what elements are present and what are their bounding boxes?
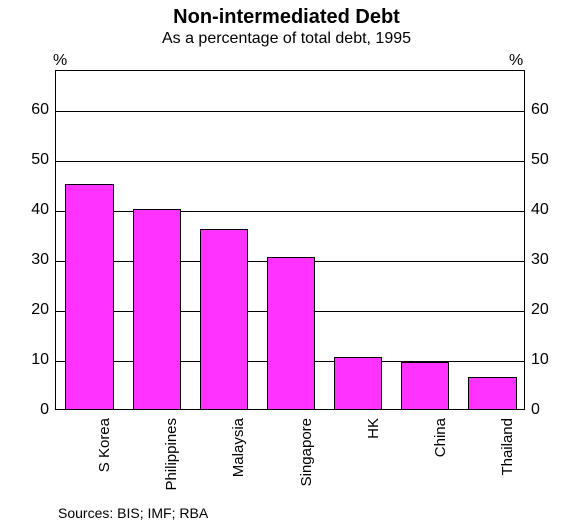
y-tick-right: 40 [531, 201, 549, 219]
y-tick-left: 30 [9, 251, 49, 269]
y-tick-left: 50 [9, 151, 49, 169]
y-tick-left: 20 [9, 301, 49, 319]
x-category-label: HK [365, 418, 382, 508]
y-axis-unit-right: % [509, 52, 523, 70]
x-category-label: Singapore [298, 418, 315, 508]
grid-line [56, 211, 524, 212]
y-tick-right: 10 [531, 351, 549, 369]
bar [200, 229, 248, 409]
bar [401, 362, 449, 410]
bar [334, 357, 382, 410]
grid-line [56, 111, 524, 112]
y-tick-left: 60 [9, 101, 49, 119]
y-tick-left: 0 [9, 401, 49, 419]
y-tick-right: 0 [531, 401, 540, 419]
bar [267, 257, 315, 410]
y-tick-right: 60 [531, 101, 549, 119]
bar [65, 184, 113, 409]
bar [468, 377, 516, 410]
y-tick-right: 20 [531, 301, 549, 319]
x-category-label: S Korea [96, 418, 113, 508]
chart-subtitle: As a percentage of total debt, 1995 [0, 30, 573, 48]
x-category-label: Malaysia [230, 418, 247, 508]
y-tick-left: 10 [9, 351, 49, 369]
x-category-label: Philippines [163, 418, 180, 508]
y-axis-unit-left: % [53, 52, 67, 70]
x-category-label: China [432, 418, 449, 508]
bar [133, 209, 181, 409]
plot-area [55, 70, 525, 410]
y-tick-right: 50 [531, 151, 549, 169]
chart-footer: Sources: BIS; IMF; RBA [58, 505, 208, 521]
x-category-label: Thailand [499, 418, 516, 508]
y-tick-left: 40 [9, 201, 49, 219]
chart-container: Non-intermediated Debt As a percentage o… [0, 0, 573, 529]
chart-title: Non-intermediated Debt [0, 6, 573, 29]
y-tick-right: 30 [531, 251, 549, 269]
grid-line [56, 161, 524, 162]
